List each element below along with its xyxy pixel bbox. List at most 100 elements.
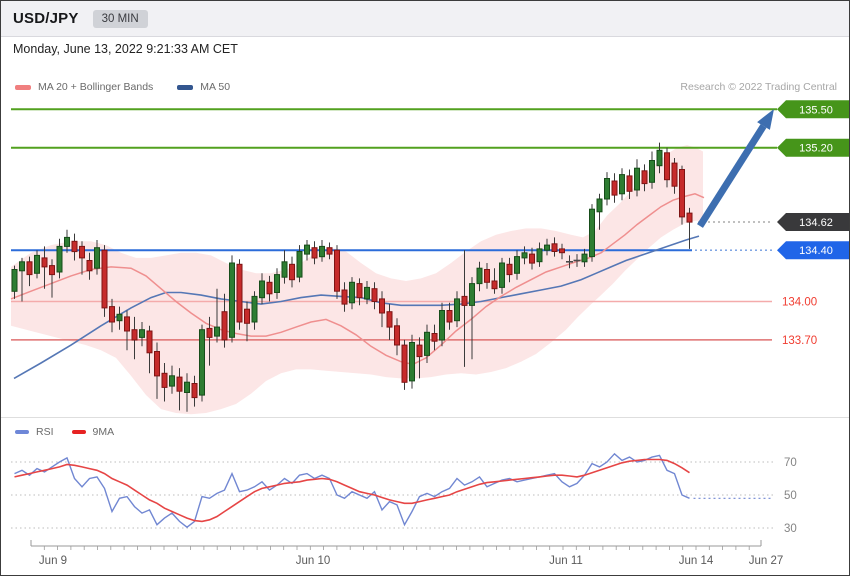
price-tag-text: 134.62 [799,217,833,229]
candle-up [304,244,310,255]
candle-down [161,372,168,388]
candle-down [461,295,468,306]
candle-up [364,286,370,300]
price-level-text-133.70: 133.70 [782,335,817,347]
candle-down [529,253,535,264]
candle-up [649,160,655,183]
price-tag-shape [777,241,849,260]
rsi-ma9-line [14,458,690,523]
candle-down [109,306,115,323]
bollinger-band [11,145,703,415]
candle-down [431,333,438,342]
candle-down [394,325,400,346]
price-tag-text: 134.40 [799,245,833,257]
candle-down [679,169,685,218]
candle-down [356,283,363,299]
watermark: Research © 2022 Trading Central [680,81,837,93]
legend-item-rsi: RSI [15,426,54,438]
x-axis-label-Jun-27: Jun 27 [749,555,784,567]
candle-up [514,256,520,274]
price-tag-text: 135.50 [799,104,833,116]
legend-label-9ma: 9MA [92,426,115,438]
legend-item-ma50: MA 50 [177,81,230,93]
candle-up [409,342,415,382]
candle-down [191,383,198,399]
candle-down [124,316,130,332]
price-tags: 135.50 135.20 134.62 134.40 134.00 133.70 [777,100,849,347]
candle-down [386,311,393,328]
legend-label-ma20-bollinger: MA 20 + Bollinger Bands [38,81,154,93]
x-axis-label-Jun-14: Jun 14 [679,555,714,567]
candle-down [131,329,138,341]
ma20-line [10,193,705,366]
candle-down [401,344,408,383]
price-tag-134.40: 134.40 [777,241,849,260]
candle-down [416,344,423,358]
x-axis-label-Jun-11: Jun 11 [549,555,583,567]
candle-up [499,262,505,288]
candle-up [589,208,595,258]
candle-up [94,247,100,269]
timeframe-badge[interactable]: 30 MIN [92,9,148,28]
rsi-grid: 70 50 30 [11,457,797,535]
candle-down [101,249,108,309]
x-axis-label-Jun-10: Jun 10 [296,555,331,567]
candle-down [326,247,333,255]
candle-down [341,289,348,305]
date-line: Monday, June 13, 2022 9:21:33 AM CET [13,42,238,56]
candle-up [274,274,280,294]
candle-up [521,252,528,259]
candle-down [664,152,670,181]
candle-up [349,281,355,304]
rsi-legend: RSI 9MA [15,426,114,438]
price-tag-135.50: 135.50 [777,100,849,119]
candle-down [311,247,318,259]
legend-label-rsi: RSI [36,426,54,438]
legend-item-9ma: 9MA [71,426,115,438]
candle-up [604,178,610,200]
candle-up [281,261,288,278]
legend-label-ma50: MA 50 [200,81,231,93]
candle-down [379,298,385,314]
x-axis-label-Jun-9: Jun 9 [39,555,67,567]
candle-up [634,167,640,191]
price-tag-shape [777,138,849,157]
candle-down [49,265,55,276]
candle-up [424,331,430,356]
candle-down [446,310,453,323]
candle-up [469,283,475,306]
ma50-line [13,235,700,380]
rsi-axis-label-70: 70 [784,457,797,469]
price-level-text-134.00: 134.00 [782,297,817,309]
candle-down [506,263,513,276]
candle-up [139,329,145,338]
last-price-leaders [695,221,773,251]
price-tag-shape [777,213,849,231]
candle-up [169,375,175,387]
candle-up [296,251,303,278]
candle-up [229,262,235,338]
candle-down [641,170,648,185]
pair-title: USD/JPY [13,10,79,27]
candle-up [199,329,205,396]
rsi-line [14,452,690,529]
candle-down [146,330,153,354]
candle-down [289,263,295,281]
candle-down [551,243,558,253]
candle-up [64,236,70,247]
candle-down [484,269,490,283]
candle-up [259,280,265,299]
main-chart-legend: MA 20 + Bollinger Bands MA 50 [15,81,230,93]
price-tag-134.62: 134.62 [777,213,849,231]
candle-up [581,253,588,263]
rsi-axis-label-30: 30 [784,523,797,535]
candle-down [244,308,250,324]
candle-up [656,149,663,167]
candle-up [116,313,123,322]
header-bar: USD/JPY 30 MIN [1,1,849,37]
candle-up [184,381,190,394]
candle-up [34,254,40,274]
rsi-axis-label-50: 50 [784,490,797,502]
